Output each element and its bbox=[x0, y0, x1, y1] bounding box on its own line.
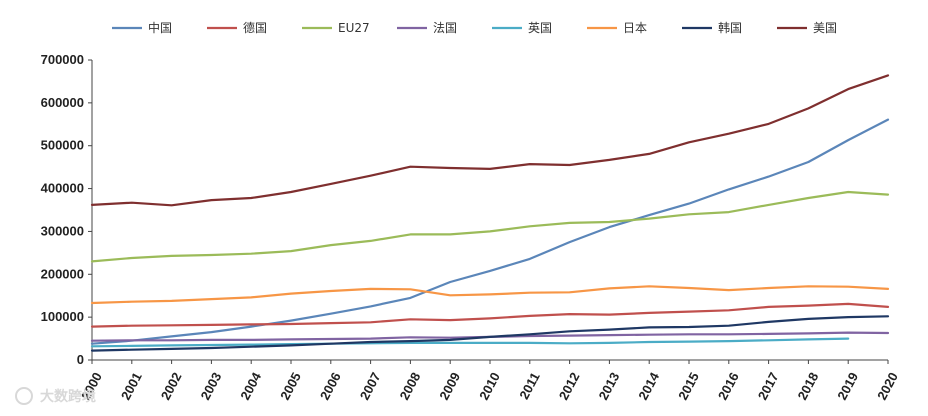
x-tick-label: 2018 bbox=[795, 370, 822, 403]
x-tick-label: 2008 bbox=[397, 370, 424, 403]
x-tick-label: 2004 bbox=[237, 369, 264, 402]
x-tick-label: 2017 bbox=[755, 370, 782, 403]
legend-label: 英国 bbox=[528, 21, 552, 35]
series-line bbox=[90, 302, 890, 328]
watermark: 大数跨境 bbox=[15, 387, 96, 405]
series-line bbox=[90, 285, 890, 305]
y-tick-label: 100000 bbox=[41, 309, 84, 324]
series-line bbox=[90, 315, 890, 352]
legend-label: 法国 bbox=[433, 21, 457, 35]
x-tick-label: 2009 bbox=[436, 370, 463, 403]
watermark-logo-icon bbox=[15, 387, 33, 405]
legend-label: 韩国 bbox=[718, 20, 742, 35]
legend-label: 中国 bbox=[148, 20, 172, 35]
x-tick-label: 2014 bbox=[635, 369, 662, 402]
series-line bbox=[90, 74, 890, 207]
x-axis: 2000 2001 2002 2003 2004 2005 2006 2007 2008 2009… bbox=[78, 359, 901, 403]
y-tick-label: 700000 bbox=[41, 52, 84, 67]
x-tick-label: 2002 bbox=[158, 370, 185, 403]
legend-label: EU27 bbox=[338, 21, 370, 35]
x-tick-label: 2020 bbox=[874, 370, 901, 403]
y-axis: 0 100000 200000 300000 400000 500000 600000 700… bbox=[41, 52, 93, 367]
legend-label: 美国 bbox=[813, 21, 837, 35]
watermark-text: 大数跨境 bbox=[40, 388, 96, 405]
y-tick-label: 0 bbox=[77, 352, 84, 367]
x-tick-label: 2003 bbox=[198, 370, 225, 403]
x-tick-label: 2015 bbox=[675, 370, 702, 403]
series-line bbox=[90, 337, 850, 348]
y-tick-label: 400000 bbox=[41, 181, 84, 196]
chart-legend: 中国 德国 EU27 法国 英国 日本 韩国 美国 bbox=[112, 20, 837, 35]
x-tick-label: 2006 bbox=[317, 370, 344, 403]
x-tick-label: 2019 bbox=[834, 370, 861, 403]
series-line bbox=[90, 118, 890, 345]
x-tick-label: 2005 bbox=[277, 370, 304, 403]
legend-label: 日本 bbox=[623, 21, 647, 35]
y-tick-label: 500000 bbox=[41, 138, 84, 153]
legend-label: 德国 bbox=[243, 20, 267, 35]
series-layer bbox=[90, 74, 890, 352]
y-tick-label: 300000 bbox=[41, 223, 84, 238]
x-tick-label: 2007 bbox=[357, 370, 384, 403]
x-tick-label: 2012 bbox=[556, 370, 583, 403]
x-tick-label: 2013 bbox=[596, 370, 623, 403]
y-tick-label: 200000 bbox=[41, 266, 84, 281]
x-tick-label: 2011 bbox=[516, 370, 542, 402]
x-tick-label: 2010 bbox=[476, 370, 503, 403]
y-tick-label: 600000 bbox=[41, 95, 84, 110]
series-line bbox=[90, 190, 890, 263]
x-tick-label: 2001 bbox=[118, 370, 145, 403]
x-tick-label: 2016 bbox=[715, 370, 742, 403]
